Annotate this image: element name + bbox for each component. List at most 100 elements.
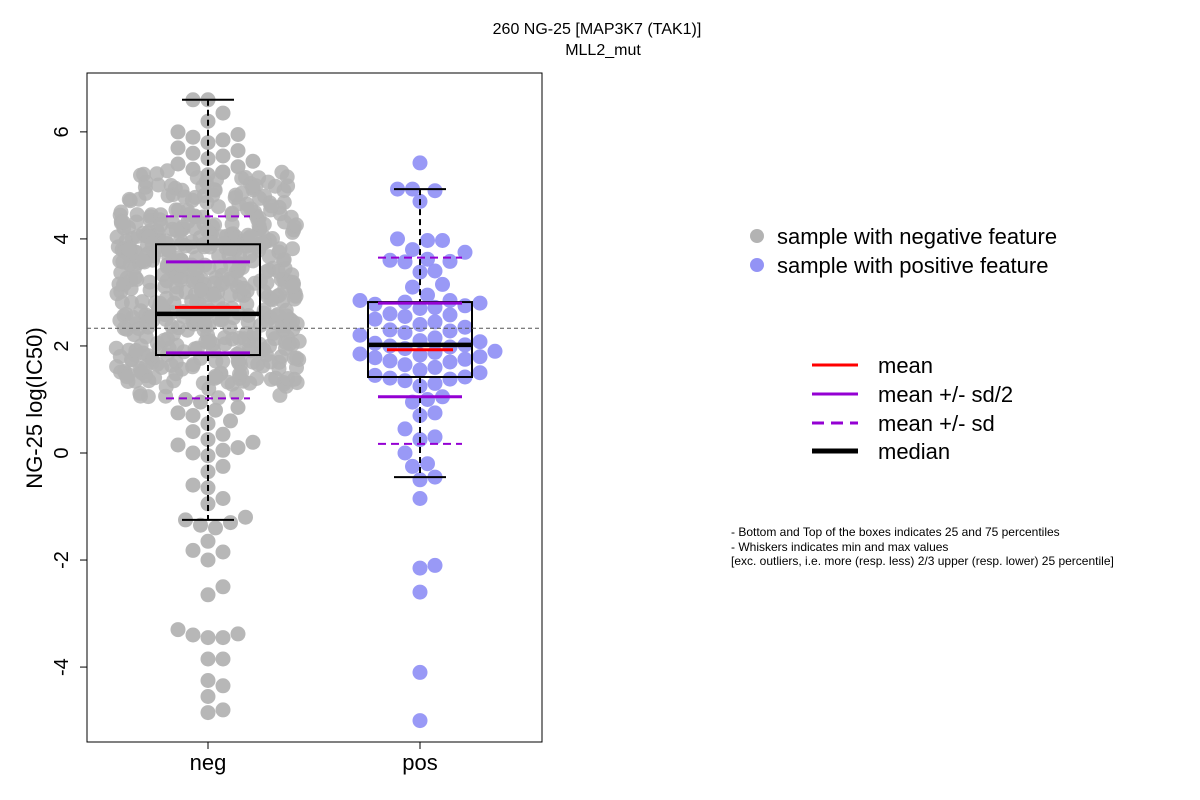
pos-point xyxy=(427,330,443,346)
neg-point xyxy=(238,509,253,525)
neg-point xyxy=(223,413,238,429)
neg-point xyxy=(160,188,176,204)
legend-label-positive: sample with positive feature xyxy=(777,253,1048,278)
neg-point xyxy=(193,282,209,298)
neg-point xyxy=(129,207,145,223)
neg-point xyxy=(170,156,186,172)
neg-point xyxy=(246,326,262,342)
y-tick-label: 6 xyxy=(51,126,73,137)
neg-point xyxy=(178,392,193,407)
pos-point xyxy=(412,713,428,729)
pos-point xyxy=(427,405,443,421)
neg-point xyxy=(170,437,186,453)
neg-point xyxy=(185,359,201,375)
pos-point xyxy=(352,346,368,362)
neg-point xyxy=(134,294,150,310)
pos-point xyxy=(472,365,488,381)
neg-box xyxy=(155,243,261,357)
neg-point xyxy=(173,257,189,273)
neg-point xyxy=(289,375,305,391)
neg-point xyxy=(153,217,169,232)
pos-point xyxy=(367,367,383,383)
legend-line-label-1: mean +/- sd/2 xyxy=(878,382,1013,407)
neg-point xyxy=(288,217,304,233)
neg-point xyxy=(215,651,231,667)
pos-point xyxy=(412,378,428,394)
neg-point xyxy=(133,388,148,404)
neg-point xyxy=(185,129,201,145)
neg-point xyxy=(264,198,279,214)
neg-point xyxy=(166,373,182,389)
legend-marker-negative xyxy=(750,229,764,243)
neg-point xyxy=(259,275,275,291)
neg-point xyxy=(207,368,223,384)
neg-point xyxy=(170,405,186,421)
pos-point xyxy=(420,251,435,267)
pos-point xyxy=(412,155,428,171)
note-line-3: [exc. outliers, i.e. more (resp. less) 2… xyxy=(731,554,1114,568)
pos-point xyxy=(382,306,398,322)
neg-point xyxy=(154,360,170,375)
neg-point xyxy=(170,140,186,156)
legend-line-label-3: median xyxy=(878,439,950,464)
pos-point xyxy=(427,359,443,375)
neg-point xyxy=(270,307,286,322)
neg-point xyxy=(215,105,231,121)
neg-point xyxy=(179,322,195,338)
x-tick-label-pos: pos xyxy=(402,750,437,775)
neg-point xyxy=(185,627,201,643)
neg-point xyxy=(245,153,261,169)
neg-point xyxy=(142,274,158,290)
pos-point xyxy=(397,325,413,341)
neg-point xyxy=(200,689,216,704)
pos-point xyxy=(382,370,398,386)
neg-point xyxy=(129,271,145,287)
pos-point xyxy=(382,252,398,268)
pos-point xyxy=(412,347,428,363)
neg-point xyxy=(187,189,203,205)
pos-point xyxy=(472,349,488,365)
neg-point xyxy=(200,496,216,512)
neg-point xyxy=(130,228,146,244)
chart-subtitle: MLL2_mut xyxy=(565,42,641,59)
stats-layer xyxy=(155,98,473,521)
pos-point xyxy=(472,334,488,350)
pos-point xyxy=(352,293,368,308)
pos-point xyxy=(457,298,473,314)
pos-point xyxy=(457,244,473,260)
pos-point xyxy=(367,311,383,327)
pos-point xyxy=(352,327,368,343)
neg-point xyxy=(123,295,139,311)
pos-point xyxy=(435,276,450,292)
pos-point xyxy=(397,357,413,373)
y-tick-label: -2 xyxy=(51,551,73,569)
pos-point xyxy=(442,371,458,387)
pos-point xyxy=(412,362,428,378)
neg-point xyxy=(285,278,301,294)
neg-point xyxy=(125,309,141,325)
neg-point xyxy=(200,705,216,721)
neg-point xyxy=(178,238,193,254)
neg-point xyxy=(215,426,231,442)
pos-point xyxy=(427,183,443,199)
neg-point xyxy=(200,630,216,646)
neg-point xyxy=(200,651,216,667)
neg-point xyxy=(263,354,278,370)
x-tick-label-neg: neg xyxy=(190,750,227,775)
neg-point xyxy=(128,343,144,358)
pos-point xyxy=(367,296,383,312)
neg-point xyxy=(200,552,216,568)
neg-point xyxy=(138,358,154,374)
legend-line-label-0: mean xyxy=(878,353,933,378)
neg-point xyxy=(254,236,270,252)
points-layer xyxy=(108,92,503,729)
neg-point xyxy=(164,318,180,334)
neg-point xyxy=(224,376,240,392)
pos-point xyxy=(397,445,413,461)
neg-point xyxy=(224,216,240,232)
pos-point xyxy=(472,295,488,311)
y-tick-label: 4 xyxy=(51,233,73,244)
neg-point xyxy=(150,177,166,193)
neg-point xyxy=(195,209,211,225)
